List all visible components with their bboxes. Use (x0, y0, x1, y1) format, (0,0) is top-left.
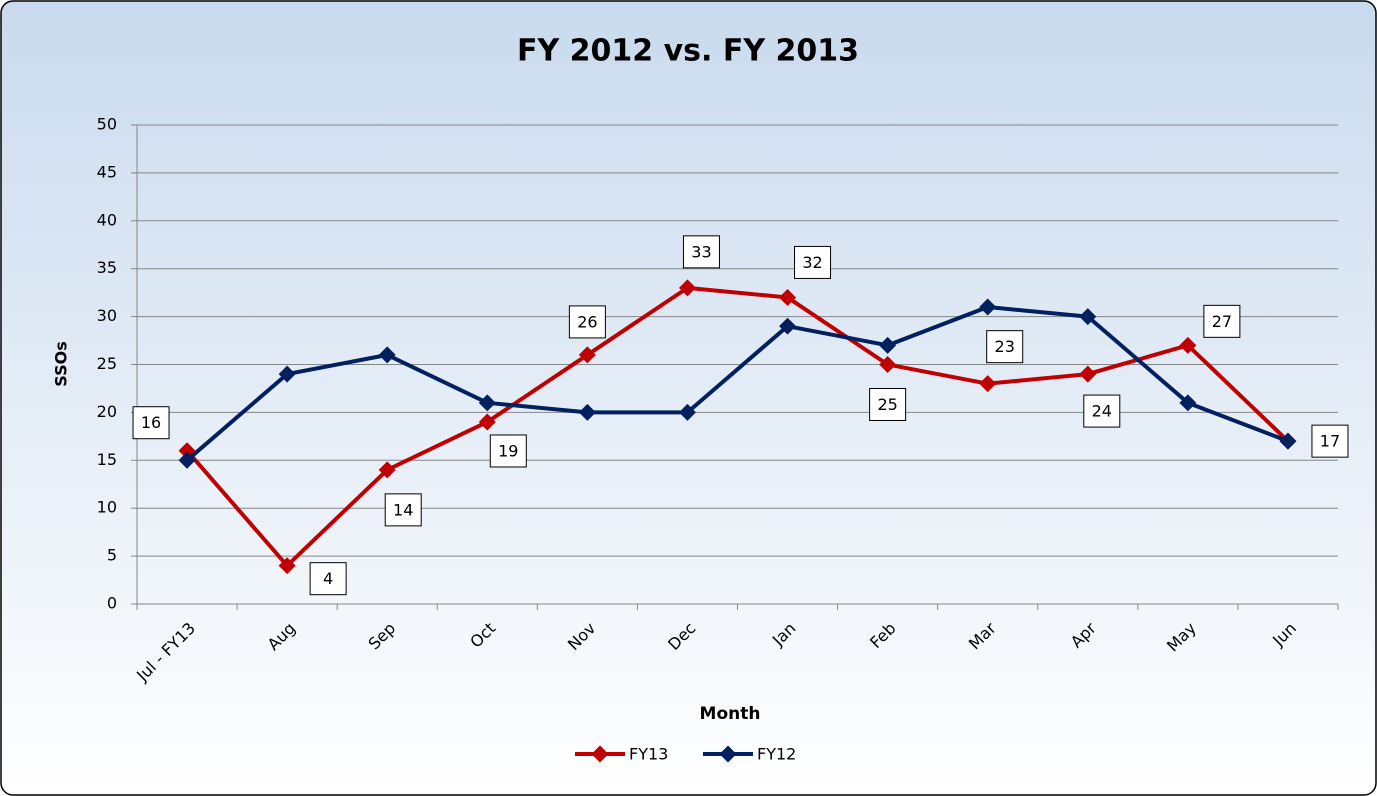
data-label: 32 (802, 253, 822, 272)
marker (378, 461, 396, 479)
marker (678, 403, 696, 421)
data-label-box (132, 406, 170, 440)
marker (779, 317, 797, 335)
marker (979, 375, 997, 393)
data-label: 14 (393, 500, 413, 519)
data-label-box (384, 493, 422, 527)
data-label: 27 (1212, 312, 1232, 331)
marker (879, 336, 897, 354)
marker (979, 298, 997, 316)
y-tick-label: 45 (97, 162, 117, 181)
y-tick-label: 0 (107, 594, 117, 613)
data-label-box (986, 330, 1024, 364)
chart-title: FY 2012 vs. FY 2013 (517, 34, 859, 69)
data-label: 16 (141, 413, 161, 432)
data-label-box (309, 562, 347, 596)
marker (378, 346, 396, 364)
data-label-box (1203, 304, 1241, 338)
legend-marker (719, 745, 737, 763)
marker (478, 413, 496, 431)
data-label-box (1083, 394, 1121, 428)
y-axis-title: SSOs (52, 341, 71, 386)
marker (278, 365, 296, 383)
legend-label: FY13 (629, 745, 668, 764)
marker (879, 356, 897, 373)
marker (779, 288, 797, 306)
data-label-box (794, 245, 832, 279)
y-tick-label: 25 (97, 354, 117, 373)
data-label: 24 (1092, 402, 1112, 421)
marker (478, 394, 496, 412)
data-label: 23 (995, 337, 1015, 356)
y-tick-label: 50 (97, 115, 117, 134)
data-label: 26 (577, 312, 597, 331)
data-label-box (1311, 424, 1349, 458)
data-label: 4 (323, 569, 333, 588)
data-label: 25 (877, 395, 897, 414)
y-tick-label: 35 (97, 258, 117, 277)
marker (278, 557, 296, 575)
y-tick-label: 30 (97, 306, 117, 325)
marker (578, 346, 596, 364)
legend-marker (591, 745, 609, 763)
y-tick-label: 10 (97, 498, 117, 517)
data-label-box (869, 388, 907, 421)
y-tick-label: 40 (97, 210, 117, 229)
x-axis-title: Month (700, 704, 761, 724)
y-tick-label: 5 (107, 546, 117, 565)
y-tick-label: 20 (97, 402, 117, 421)
data-label-box (682, 235, 720, 269)
series-line (185, 285, 1290, 568)
data-label: 17 (1320, 432, 1340, 451)
marker (678, 279, 696, 297)
data-label-box (568, 305, 606, 339)
marker (578, 403, 596, 421)
y-tick-label: 15 (97, 450, 117, 469)
marker (178, 451, 196, 469)
data-label: 33 (691, 242, 711, 261)
series-line (185, 305, 1289, 462)
data-label-box (489, 434, 527, 468)
legend-label: FY12 (757, 745, 796, 764)
data-label: 19 (498, 441, 518, 460)
